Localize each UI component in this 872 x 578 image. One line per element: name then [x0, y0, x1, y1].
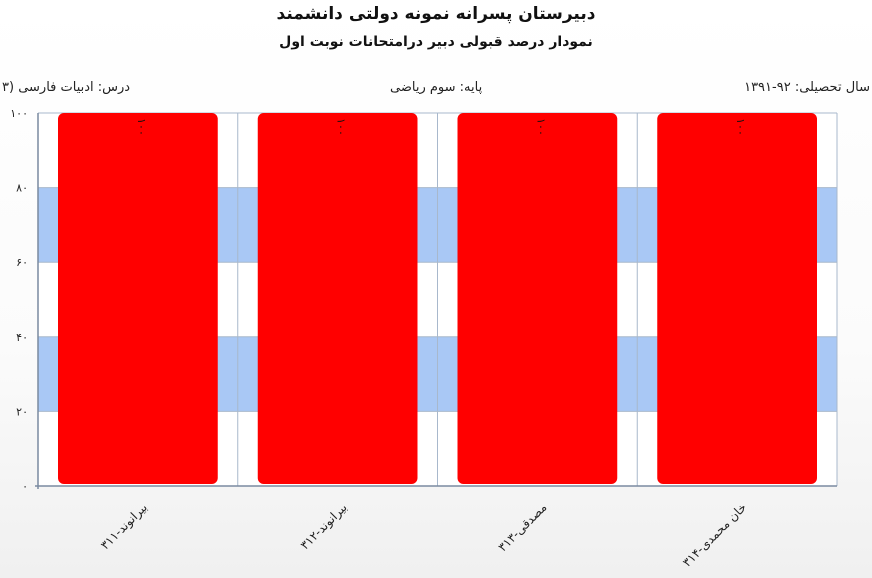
bar: [457, 113, 618, 484]
data-label: ۱۰۰: [534, 118, 547, 136]
data-label: ۱۰۰: [335, 118, 348, 136]
bar: [58, 113, 218, 484]
chart-title: دبیرستان پسرانه نمونه دولتی دانشمند: [276, 4, 596, 24]
y-tick-label: ۱۰۰: [10, 107, 28, 120]
y-tick-label: ۰: [22, 480, 28, 493]
bar: [657, 113, 817, 484]
x-tick-label: مصدقی-۳۱۳: [495, 500, 549, 554]
y-tick-label: ۲۰: [16, 405, 28, 418]
academic-year-label: سال تحصیلی: ۹۲-۱۳۹۱: [744, 80, 870, 95]
chart-subtitle: نمودار درصد قبولی دبیر درامتحانات نوبت ا…: [279, 34, 593, 50]
data-label: ۱۰۰: [135, 118, 148, 136]
course-label: درس: ادبیات فارسی (۳: [2, 80, 131, 95]
x-tick-label: بیرانوند-۳۱۱: [98, 500, 151, 553]
y-tick-label: ۴۰: [16, 331, 28, 344]
y-tick-label: ۸۰: [16, 182, 28, 195]
x-tick-label: خان محمدی-۳۱۴: [680, 500, 749, 569]
data-label: ۱۰۰: [734, 118, 747, 136]
bar: [257, 113, 418, 484]
y-tick-label: ۶۰: [16, 256, 28, 269]
x-tick-label: بیرانوند-۳۱۲: [298, 500, 351, 553]
grade-label: پایه: سوم ریاضی: [390, 80, 483, 95]
